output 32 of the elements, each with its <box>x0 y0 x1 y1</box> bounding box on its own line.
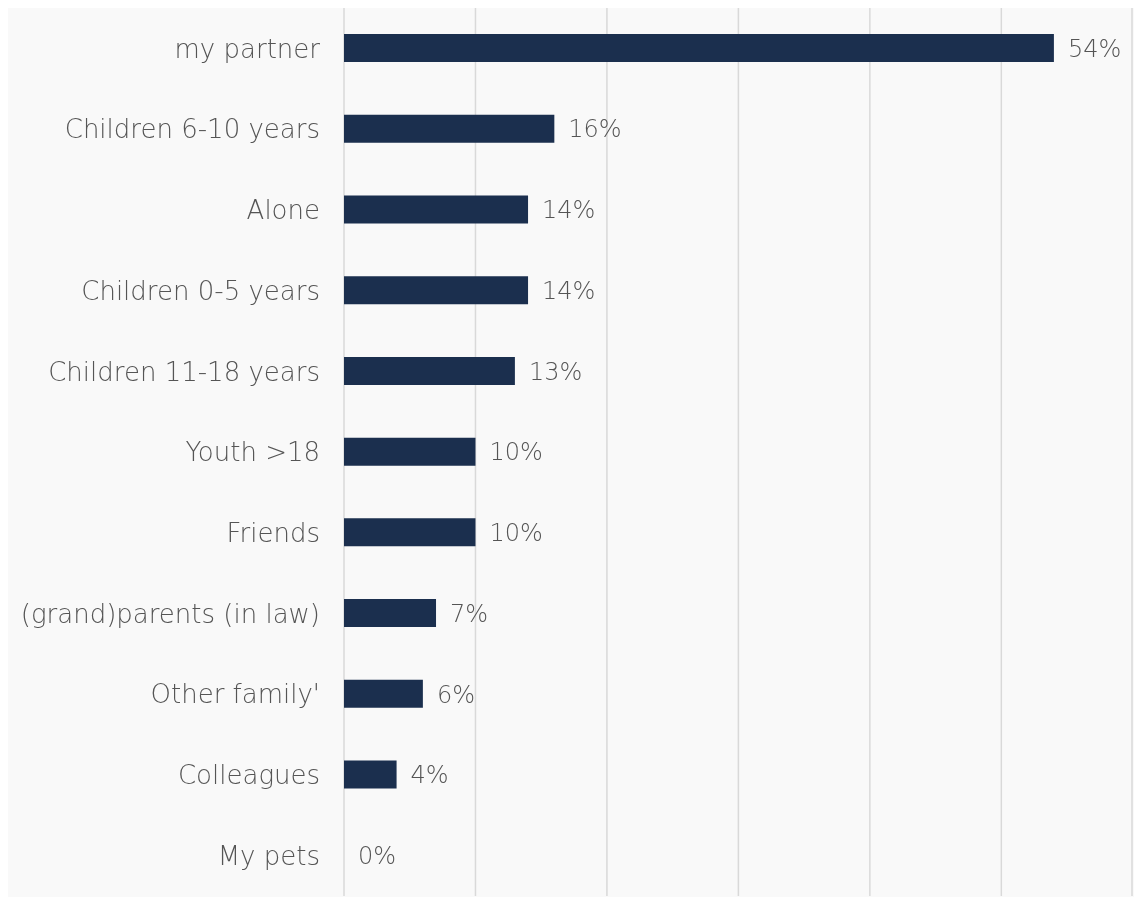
data-label: 14% <box>542 276 596 305</box>
y-tick-label: Other family' <box>150 679 320 710</box>
data-label: 13% <box>528 357 583 386</box>
data-label: 54% <box>1067 34 1122 63</box>
data-label: 10% <box>489 438 543 467</box>
y-tick-label: Alone <box>246 195 320 226</box>
data-label: 6% <box>436 680 475 709</box>
y-tick-label: (grand)parents (in law) <box>20 598 320 629</box>
y-tick-label: Children 6-10 years <box>64 114 320 145</box>
data-label: 4% <box>410 761 449 790</box>
data-label: 10% <box>489 519 543 548</box>
y-tick-label: Children 0-5 years <box>81 275 320 306</box>
data-label: 14% <box>542 196 596 225</box>
bar <box>344 679 423 708</box>
y-tick-label: my partner <box>174 33 321 64</box>
bar <box>344 518 476 547</box>
bar <box>344 437 476 466</box>
bar <box>344 114 555 143</box>
y-tick-label: Youth >18 <box>185 437 320 468</box>
bar <box>344 34 1054 62</box>
bar <box>344 599 437 628</box>
bar <box>344 276 529 305</box>
y-tick-label: My pets <box>217 840 320 871</box>
data-label: 7% <box>450 599 489 628</box>
bar <box>344 356 515 385</box>
bar <box>344 195 529 224</box>
y-tick-label: Colleagues <box>177 760 320 791</box>
bar <box>344 760 397 789</box>
y-tick-label: Children 11-18 years <box>48 356 320 387</box>
data-label: 0% <box>358 842 397 871</box>
data-label: 16% <box>568 115 622 144</box>
y-tick-label: Friends <box>226 517 320 548</box>
